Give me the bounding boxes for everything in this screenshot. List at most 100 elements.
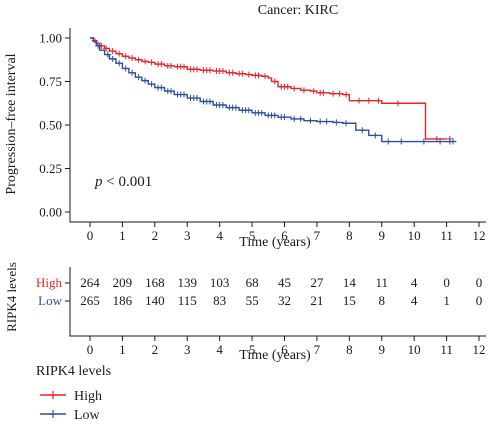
- risk-count: 265: [80, 293, 100, 308]
- y-tick-label: 0.75: [39, 74, 62, 89]
- censor-mark-high: [239, 70, 246, 77]
- x-tick-label: 9: [379, 228, 386, 243]
- risk-count: 103: [210, 275, 230, 290]
- legend-label-low: Low: [74, 408, 101, 423]
- censor-mark-low: [372, 132, 379, 139]
- censor-mark-high: [336, 90, 343, 97]
- risk-x-tick-label: 7: [314, 342, 321, 357]
- x-tick-label: 8: [346, 228, 353, 243]
- censor-mark-low: [135, 74, 142, 81]
- risk-count: 11: [375, 275, 388, 290]
- risk-count: 15: [343, 293, 356, 308]
- censor-mark-low: [219, 101, 226, 108]
- legend: RIPK4 levels High Low: [36, 364, 111, 423]
- censor-mark-low: [323, 118, 330, 125]
- censor-mark-high: [158, 61, 165, 68]
- risk-x-tick-label: 9: [379, 342, 386, 357]
- risk-x-tick-label: 4: [216, 342, 223, 357]
- censor-mark-low: [181, 91, 188, 98]
- censor-mark-low: [232, 104, 239, 111]
- survival-curve-high: [90, 37, 447, 140]
- risk-count: 168: [145, 275, 165, 290]
- censor-mark-high: [310, 88, 317, 95]
- censor-mark-high: [365, 97, 372, 104]
- risk-count: 83: [213, 293, 226, 308]
- y-tick-label: 0.25: [39, 161, 62, 176]
- censor-mark-low: [193, 95, 200, 102]
- censor-mark-low: [343, 120, 350, 127]
- legend-label-high: High: [74, 389, 102, 404]
- censor-mark-low: [168, 88, 175, 95]
- risk-x-tick-label: 2: [152, 342, 159, 357]
- censor-mark-high: [206, 67, 213, 74]
- censor-mark-low: [450, 138, 457, 145]
- risk-x-tick-label: 12: [473, 342, 486, 357]
- risk-count: 186: [113, 293, 133, 308]
- censor-mark-high: [320, 89, 327, 96]
- censor-mark-low: [359, 127, 366, 134]
- axis-lines: [69, 28, 486, 223]
- censor-mark-high: [356, 97, 363, 104]
- risk-count: 4: [411, 293, 418, 308]
- risk-count: 139: [178, 275, 198, 290]
- censor-mark-high: [219, 68, 226, 75]
- x-tick-label: 2: [152, 228, 159, 243]
- x-axis-label: Time (years): [239, 235, 311, 250]
- risk-table-x-axis-label: Time (years): [239, 348, 311, 363]
- x-tick-label: 10: [408, 228, 421, 243]
- censor-mark-low: [116, 60, 123, 67]
- risk-x-tick-label: 5: [249, 342, 256, 357]
- risk-count: 55: [246, 293, 259, 308]
- survival-curve-low: [90, 37, 457, 143]
- censor-mark-high: [394, 100, 401, 107]
- censor-mark-high: [255, 72, 262, 79]
- censor-mark-high: [135, 56, 142, 63]
- censor-mark-high: [375, 97, 382, 104]
- censor-mark-high: [193, 66, 200, 73]
- risk-x-tick-label: 0: [87, 342, 94, 357]
- y-axis: 0.00 0.25 0.50 0.75 1.00: [39, 31, 70, 220]
- censor-mark-low: [258, 109, 265, 116]
- risk-count: 0: [476, 293, 483, 308]
- risk-count: 115: [178, 293, 197, 308]
- p-value-text: < 0.001: [103, 174, 153, 190]
- risk-count: 45: [278, 275, 291, 290]
- y-axis-label: Progression–free interval: [4, 53, 19, 194]
- censor-mark-high: [168, 62, 175, 69]
- x-tick-label: 11: [440, 228, 453, 243]
- risk-x-tick-label: 3: [184, 342, 191, 357]
- risk-count: 14: [343, 275, 357, 290]
- risk-count: 8: [379, 293, 386, 308]
- x-axis: 0 1 2 3 4 5 6 7 8 9 10 11 12: [87, 222, 486, 243]
- risk-count: 4: [411, 275, 418, 290]
- x-tick-label: 0: [87, 228, 94, 243]
- x-tick-label: 4: [216, 228, 223, 243]
- risk-row-label-low: Low: [38, 293, 62, 308]
- censor-mark-low: [245, 107, 252, 114]
- censor-mark-high: [181, 63, 188, 70]
- risk-x-tick-label: 1: [119, 342, 126, 357]
- censor-mark-high: [229, 69, 236, 76]
- censor-mark-low: [333, 119, 340, 126]
- censor-mark-low: [104, 51, 111, 58]
- censor-mark-low: [148, 81, 155, 88]
- censor-mark-high: [330, 90, 337, 97]
- censor-mark-low: [158, 84, 165, 91]
- censor-mark-low: [420, 138, 427, 145]
- censor-mark-high: [262, 73, 269, 80]
- censor-mark-low: [281, 114, 288, 121]
- censor-mark-low: [271, 112, 278, 119]
- risk-row-label-high: High: [36, 275, 63, 290]
- censor-mark-low: [142, 77, 149, 84]
- p-value-annotation: p < 0.001: [94, 174, 152, 190]
- censor-mark-low: [307, 117, 314, 124]
- p-value-symbol: p: [94, 174, 103, 190]
- y-tick-label: 0.00: [39, 205, 62, 220]
- risk-x-tick-label: 8: [346, 342, 353, 357]
- censor-mark-high: [343, 91, 350, 98]
- risk-count: 32: [278, 293, 291, 308]
- risk-count: 21: [310, 293, 323, 308]
- risk-table-y-label: RIPK4 levels: [4, 262, 19, 332]
- x-tick-label: 5: [249, 228, 256, 243]
